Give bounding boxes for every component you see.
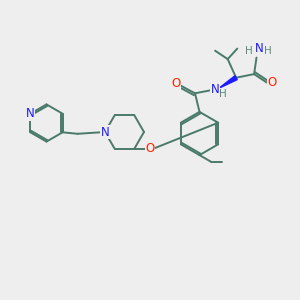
Polygon shape (219, 76, 237, 88)
Text: N: N (100, 125, 109, 139)
Text: O: O (171, 77, 180, 90)
Text: N: N (254, 41, 263, 55)
Text: H: H (264, 46, 272, 56)
Text: H: H (219, 89, 227, 99)
Text: N: N (26, 107, 35, 120)
Text: O: O (145, 142, 154, 155)
Text: N: N (211, 83, 220, 96)
Text: O: O (268, 76, 277, 89)
Text: H: H (245, 46, 253, 56)
